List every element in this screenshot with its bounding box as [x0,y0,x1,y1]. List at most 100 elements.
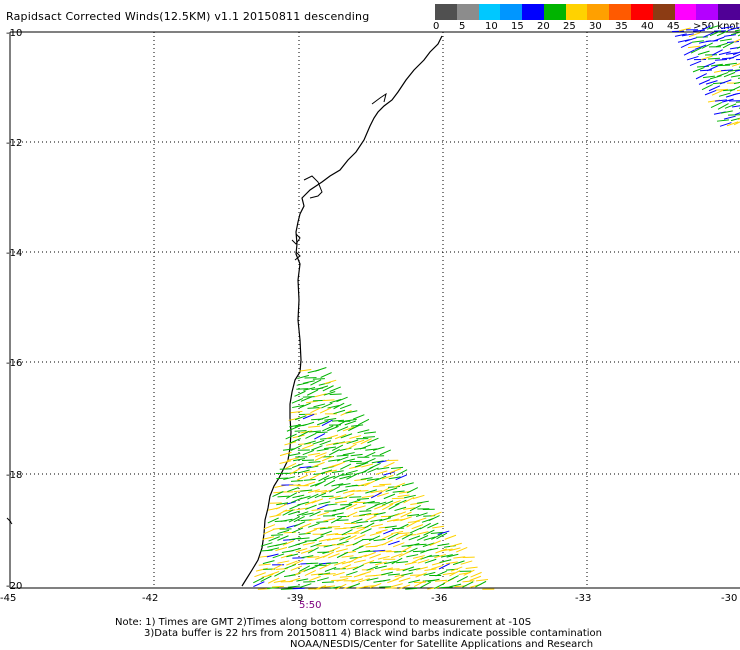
wind-barb [327,404,340,409]
wind-barb [293,516,305,523]
wind-barb [412,550,425,553]
wind-barb [678,27,691,32]
wind-barb [277,529,290,535]
wind-barb [261,573,274,578]
wind-barb [416,566,428,571]
wind-barb [723,34,736,37]
wind-barb [296,474,309,481]
wind-barb [733,81,740,85]
wind-barb [345,443,357,451]
wind-barb [307,493,319,500]
wind-barb [699,69,713,72]
wind-barb [374,561,387,566]
wind-barb [282,540,295,546]
wind-barb [361,463,374,468]
wind-barb [328,546,340,553]
wind-barb [338,483,351,486]
wind-barb [277,495,290,498]
wind-barb [444,534,457,540]
wind-barb [369,582,382,589]
wind-barb [406,487,419,494]
wind-barb [314,492,327,499]
wind-barb [294,415,307,421]
wind-barb [302,421,315,427]
longitude-label: -36 [431,593,447,604]
wind-barb [734,112,740,116]
wind-barb [427,578,440,583]
wind-barb [319,440,332,446]
wind-barb [686,55,699,61]
wind-barb [386,518,399,523]
wind-barb [387,533,399,540]
note-line-1: Note: 1) Times are GMT 2)Times along bot… [115,617,532,628]
wind-barb [372,446,385,451]
wind-barb [289,504,301,510]
wind-barb [329,393,342,396]
wind-barb [286,457,299,462]
wind-barb [356,498,369,500]
note-line-3: NOAA/NESDIS/Center for Satellite Applica… [290,639,594,650]
longitude-label: -45 [0,593,16,604]
wind-barb [271,534,284,536]
wind-barb [341,529,353,536]
wind-barb [312,378,325,380]
legend-swatch [631,4,653,20]
wind-barb [362,466,374,473]
wind-barb [363,522,375,529]
wind-barb [409,504,421,512]
wind-barb [273,579,286,583]
wind-barb [372,485,385,488]
wind-barb [275,568,288,570]
wind-barb [680,42,693,49]
wind-barb [394,550,407,553]
wind-barb [343,489,355,494]
wind-barb [412,494,425,500]
wind-barb [391,583,403,588]
wind-barb [370,518,383,522]
wind-barb [322,385,334,392]
wind-barb [316,420,329,426]
wind-barb [358,549,371,554]
wind-barb [446,553,459,558]
wind-barb [384,560,397,565]
wind-barb [719,79,732,85]
wind-barb [716,71,729,77]
wind-barb [305,432,317,439]
wind-barb [462,581,474,588]
wind-barb [733,121,740,126]
wind-barb [405,587,418,590]
wind-barb [366,577,379,582]
wind-barb [316,520,329,523]
wind-barb [381,539,393,546]
wind-barb [394,506,407,512]
wind-barb [277,560,290,564]
wind-barb [289,424,302,428]
wind-barb [267,517,279,524]
wind-barb [328,449,340,456]
bay-inlet [291,92,387,261]
longitude-label: -30 [721,593,737,604]
wind-barb [304,470,317,474]
legend-label: 35 [615,21,628,32]
wind-barb [388,503,400,510]
wind-barb [448,547,461,552]
wind-barb [424,558,437,564]
wind-barb [289,438,301,444]
wind-barb [317,415,330,421]
wind-barb [275,542,288,547]
wind-barb [365,515,377,522]
wind-barb [324,418,337,421]
wind-barb [334,500,347,504]
wind-barb [331,470,344,474]
wind-barb [377,555,390,560]
wind-barb [344,420,357,426]
wind-barb [735,101,740,103]
wind-barb [358,542,371,548]
wind-barb [440,548,453,552]
legend-swatch [674,4,697,20]
wind-barb [311,498,324,504]
wind-barb [267,547,280,552]
wind-barb [397,494,410,498]
wind-barb [401,482,414,487]
wind-barb [324,566,337,572]
